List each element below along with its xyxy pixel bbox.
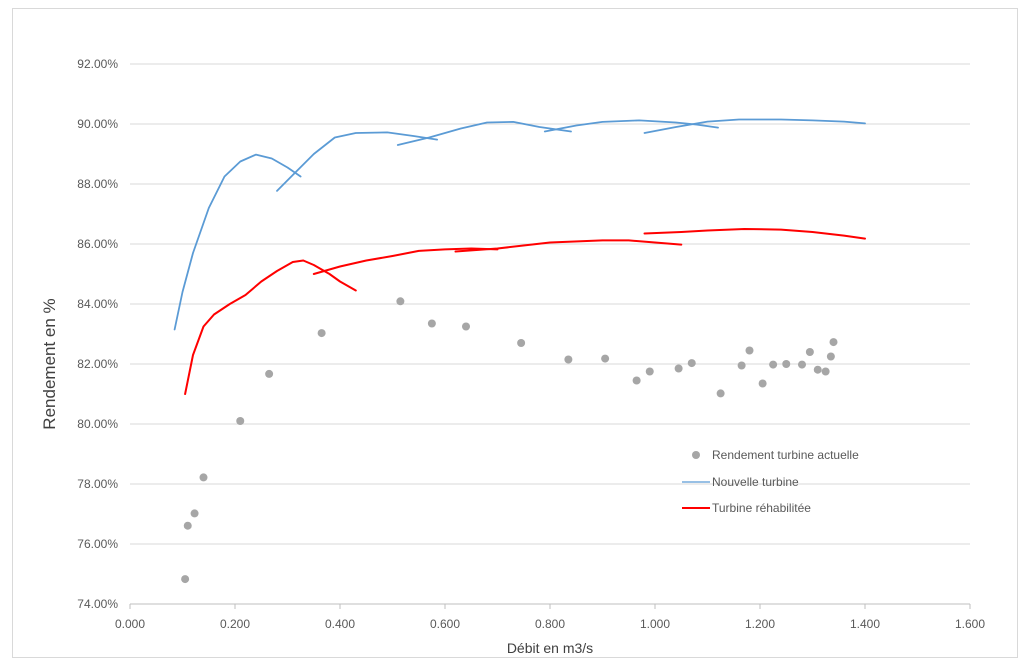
series-line — [184, 259, 357, 395]
series-line — [643, 118, 866, 134]
data-point — [805, 348, 814, 356]
data-point — [826, 352, 835, 361]
data-point — [737, 361, 746, 370]
x-tick-label: 1.400 — [850, 617, 880, 631]
data-point — [517, 339, 526, 347]
x-tick-label: 0.600 — [430, 617, 460, 631]
data-point — [427, 319, 436, 328]
x-tick-label: 1.200 — [745, 617, 775, 631]
series-line — [543, 119, 719, 133]
y-tick-label: 86.00% — [77, 237, 118, 251]
series-2 — [173, 118, 866, 331]
chart-area — [12, 8, 1018, 658]
plot-series — [173, 118, 866, 584]
data-point — [236, 417, 245, 425]
series-line — [454, 239, 683, 253]
y-tick-label: 88.00% — [77, 177, 118, 191]
x-tick-label: 0.000 — [115, 617, 145, 631]
series-3 — [184, 228, 866, 395]
data-point — [317, 329, 326, 338]
y-axis-title: Rendement en % — [40, 298, 59, 429]
legend-item: Turbine réhabilitée — [682, 501, 811, 515]
y-tick-label: 78.00% — [77, 477, 118, 491]
data-point — [674, 364, 683, 373]
legend-item: Rendement turbine actuelle — [692, 448, 859, 462]
x-tick-label: 0.400 — [325, 617, 355, 631]
data-point — [265, 369, 274, 378]
legend-label: Turbine réhabilitée — [712, 501, 811, 515]
data-point — [745, 346, 754, 355]
data-point — [821, 367, 830, 376]
x-tick-label: 0.800 — [535, 617, 565, 631]
series-line — [173, 153, 302, 331]
series-line — [312, 247, 499, 275]
legend-marker — [692, 451, 700, 459]
series-line — [276, 131, 439, 192]
x-tick-label: 1.000 — [640, 617, 670, 631]
x-axis-title: Débit en m3/s — [507, 640, 593, 656]
y-tick-label: 90.00% — [77, 117, 118, 131]
data-point — [190, 509, 199, 518]
data-point — [829, 338, 838, 347]
data-point — [798, 360, 806, 369]
data-point — [601, 354, 610, 363]
data-point — [782, 360, 791, 368]
x-tick-label: 0.200 — [220, 617, 250, 631]
data-point — [687, 359, 696, 368]
data-point — [564, 355, 573, 364]
legend: Rendement turbine actuelle Nouvelle turbi… — [682, 448, 859, 515]
data-point — [181, 575, 190, 584]
y-tick-label: 80.00% — [77, 417, 118, 431]
data-point — [645, 367, 654, 376]
x-tick-label: 1.600 — [955, 617, 985, 631]
y-tick-label: 92.00% — [77, 57, 118, 71]
legend-item: Nouvelle turbine — [682, 475, 799, 489]
legend-label: Rendement turbine actuelle — [712, 448, 859, 462]
data-point — [183, 521, 192, 530]
data-point — [396, 297, 405, 306]
y-tick-label: 74.00% — [77, 597, 118, 611]
series-line — [643, 228, 866, 240]
series-1 — [181, 297, 838, 584]
legend-label: Nouvelle turbine — [712, 475, 799, 489]
data-point — [769, 360, 778, 369]
data-point — [632, 376, 641, 385]
y-tick-label: 84.00% — [77, 297, 118, 311]
data-point — [758, 379, 767, 388]
gridlines — [129, 63, 971, 609]
x-tick-labels: 0.000 0.200 0.400 0.600 0.800 1.000 1.200 1.400… — [115, 617, 985, 631]
data-point — [813, 365, 822, 374]
data-point — [462, 322, 470, 331]
y-tick-label: 76.00% — [77, 537, 118, 551]
y-tick-labels: 74.00% 76.00% 78.00% 80.00% 82.00% 84.00% 86.0… — [77, 57, 118, 611]
data-point — [716, 389, 725, 398]
y-tick-label: 82.00% — [77, 357, 118, 371]
series-line — [396, 121, 572, 146]
data-point — [199, 473, 208, 482]
